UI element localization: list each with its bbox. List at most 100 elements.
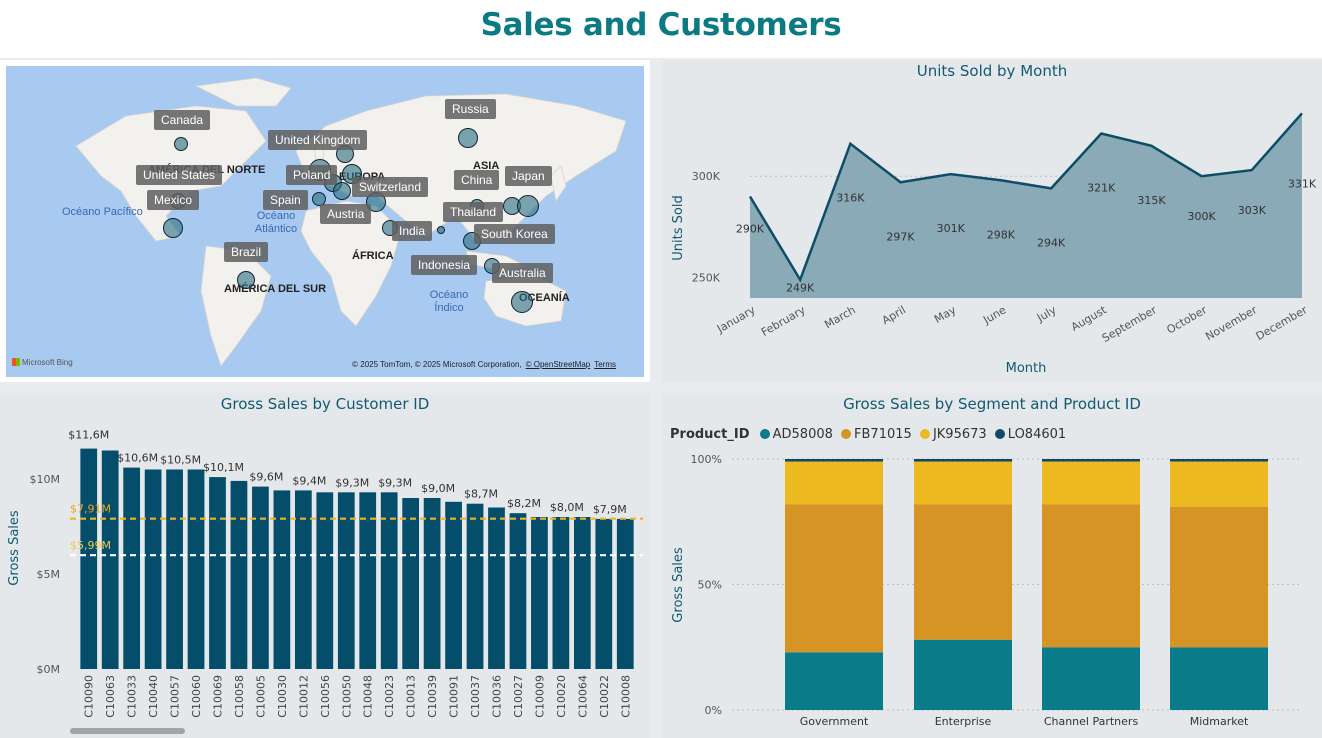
bar[interactable]: [316, 492, 334, 669]
data-label: 301K: [937, 222, 966, 235]
bar[interactable]: [359, 492, 377, 669]
bar[interactable]: [402, 498, 420, 669]
horizontal-scrollbar[interactable]: [70, 728, 185, 734]
bar[interactable]: [552, 517, 570, 669]
country-label-indonesia: Indonesia: [411, 255, 478, 275]
legend-dot-icon: [759, 429, 770, 439]
map-canvas[interactable]: Océano Pacífico Océano Atlántico Océano …: [6, 66, 644, 377]
map-bubble-small[interactable]: [437, 226, 445, 234]
data-label: 331K: [1288, 177, 1317, 190]
bar[interactable]: [466, 503, 484, 669]
gross-sales-segment-chart[interactable]: Gross Sales 100% 50% 0% Government Enterpris…: [662, 393, 1322, 738]
x-tick-label: Government: [800, 715, 869, 728]
map-bubble-austria[interactable]: [333, 182, 351, 200]
bar[interactable]: [273, 490, 291, 669]
map-bubble-south-korea[interactable]: [517, 195, 539, 217]
units-sold-xlabel: Month: [1006, 361, 1047, 376]
bar[interactable]: [187, 469, 205, 670]
x-tick-label: C10033: [126, 675, 139, 718]
bar[interactable]: [230, 480, 248, 669]
bar[interactable]: [445, 501, 462, 669]
map-bubble-australia[interactable]: [511, 291, 533, 313]
stack-segment[interactable]: [1170, 647, 1268, 710]
bar[interactable]: [80, 448, 98, 669]
stack-segment[interactable]: [785, 652, 883, 710]
map-bubble-brazil[interactable]: [237, 271, 255, 289]
x-tick-label: C10048: [362, 675, 375, 718]
map-bubble-mexico[interactable]: [163, 218, 183, 238]
x-tick-label: July: [1034, 303, 1059, 325]
bar[interactable]: [423, 498, 441, 669]
bar[interactable]: [144, 469, 162, 670]
stack-segment[interactable]: [785, 461, 883, 505]
units-sold-ylabel: Units Sold: [671, 195, 686, 260]
bar[interactable]: [166, 469, 183, 670]
x-tick-label: C10058: [233, 675, 246, 718]
country-label-mexico: Mexico: [147, 190, 200, 210]
stack-segment[interactable]: [1170, 459, 1268, 462]
series-line[interactable]: [748, 112, 1303, 283]
terms-link[interactable]: Terms: [594, 360, 616, 369]
bar[interactable]: [209, 477, 226, 669]
map-panel[interactable]: Océano Pacífico Océano Atlántico Océano …: [0, 60, 650, 382]
bar[interactable]: [531, 517, 548, 669]
gross-sales-segment-panel[interactable]: Gross Sales by Segment and Product ID Pr…: [662, 393, 1322, 738]
stack-segment[interactable]: [1170, 506, 1268, 648]
stack-segment[interactable]: [1042, 459, 1140, 462]
stack-segment[interactable]: [785, 504, 883, 653]
x-tick-label: C10020: [555, 675, 568, 718]
country-label-united-states: United States: [136, 165, 223, 185]
bar[interactable]: [101, 450, 119, 670]
legend-item-jk95673[interactable]: JK95673: [919, 427, 987, 442]
bar[interactable]: [616, 518, 634, 669]
bar[interactable]: [509, 513, 527, 669]
map-bubble-spain[interactable]: [312, 192, 326, 206]
gross-sales-customer-ylabel: Gross Sales: [7, 510, 22, 586]
map-bubble-canada[interactable]: [174, 137, 188, 151]
bar[interactable]: [123, 467, 141, 669]
units-sold-panel[interactable]: Units Sold by Month Units Sold Month 300…: [662, 60, 1322, 382]
gross-sales-customer-chart[interactable]: Gross Sales $10M $5M $0M C10090 $11,6M C10063…: [0, 393, 650, 738]
stack-segment[interactable]: [914, 459, 1012, 462]
gross-sales-segment-ylabel: Gross Sales: [671, 547, 686, 623]
stack-segment[interactable]: [1042, 647, 1140, 710]
openstreetmap-link[interactable]: © OpenStreetMap: [525, 360, 591, 369]
legend-item-lo84601[interactable]: LO84601: [994, 427, 1066, 442]
bar[interactable]: [380, 492, 398, 669]
stack-segment[interactable]: [1170, 461, 1268, 507]
bar[interactable]: [252, 486, 269, 669]
bar[interactable]: [294, 490, 312, 669]
data-label: $11,6M: [68, 429, 109, 442]
reference-line-label: $7,91M: [70, 503, 111, 516]
bar[interactable]: [488, 507, 505, 670]
stack-segment[interactable]: [914, 639, 1012, 710]
units-sold-chart[interactable]: Units Sold Month 300K 250K 290K January 249K…: [662, 60, 1322, 382]
gross-sales-customer-panel[interactable]: Gross Sales by Customer ID Gross Sales $…: [0, 393, 650, 738]
x-tick-label: C10027: [512, 675, 525, 718]
country-label-spain: Spain: [263, 190, 308, 210]
bar[interactable]: [573, 517, 591, 669]
stack-segment[interactable]: [785, 459, 883, 462]
stack-segment[interactable]: [1042, 461, 1140, 505]
data-label: 297K: [886, 230, 915, 243]
country-label-poland: Poland: [286, 165, 338, 185]
country-label-canada: Canada: [154, 110, 211, 130]
legend-item-fb71015[interactable]: FB71015: [841, 427, 912, 442]
stack-segment[interactable]: [1042, 504, 1140, 648]
bar[interactable]: [337, 492, 355, 669]
x-tick-label: December: [1254, 303, 1310, 343]
stack-segment[interactable]: [914, 504, 1012, 640]
page-header: Sales and Customers: [0, 0, 1322, 58]
map-bubble-russia[interactable]: [458, 128, 478, 148]
x-tick-label: C10022: [598, 675, 611, 718]
bar[interactable]: [595, 518, 613, 669]
country-label-austria: Austria: [320, 204, 372, 224]
country-label-thailand: Thailand: [443, 202, 504, 222]
x-tick-label: C10040: [147, 675, 160, 718]
country-label-japan: Japan: [505, 166, 552, 186]
x-tick-label: C10039: [426, 675, 439, 718]
x-tick-label: C10069: [212, 675, 225, 718]
x-tick-label: C10009: [533, 675, 546, 718]
stack-segment[interactable]: [914, 461, 1012, 505]
legend-item-ad58008[interactable]: AD58008: [759, 427, 833, 442]
